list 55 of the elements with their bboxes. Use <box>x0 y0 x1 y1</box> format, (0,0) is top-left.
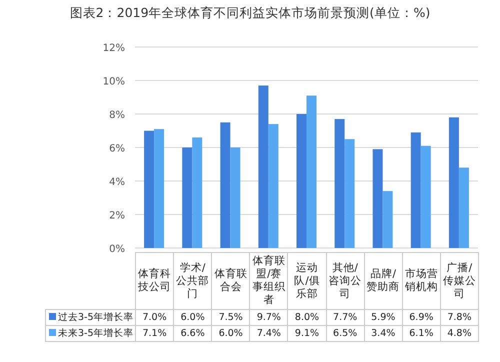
legend-label: 未来3-5年增长率 <box>46 326 136 342</box>
y-tick-label: 2% <box>109 210 125 222</box>
x-tick-label: 市场营销机构 <box>402 252 440 310</box>
bar <box>410 132 421 248</box>
data-label: 7.8% <box>440 310 478 326</box>
data-label: 9.1% <box>288 326 326 342</box>
chart-title: 图表2：2019年全球体育不同利益实体市场前景预测(单位：%) <box>68 5 432 22</box>
bar <box>420 146 431 248</box>
data-label: 6.9% <box>402 310 440 326</box>
data-label: 6.0% <box>212 326 250 342</box>
data-label: 6.0% <box>174 310 212 326</box>
x-tick-label: 品牌/赞助商 <box>364 252 402 310</box>
bar <box>458 168 469 248</box>
x-tick-label: 体育科技公司 <box>136 252 174 310</box>
bar <box>154 129 164 248</box>
bar <box>344 139 355 248</box>
data-label: 7.7% <box>326 310 364 326</box>
data-label: 6.6% <box>174 326 212 342</box>
bar <box>334 119 345 248</box>
x-tick-label: 学术/公共部门 <box>174 252 212 310</box>
data-label: 8.0% <box>288 310 326 326</box>
bar <box>372 149 383 248</box>
data-label: 9.7% <box>250 310 288 326</box>
data-label: 6.5% <box>326 326 364 342</box>
x-tick-label: 运动队/俱乐部 <box>288 252 326 310</box>
y-tick-label: 8% <box>109 110 125 121</box>
y-tick-label: 6% <box>109 144 125 154</box>
data-label: 7.4% <box>250 326 288 342</box>
bar <box>448 117 459 248</box>
bar <box>268 124 278 248</box>
data-label: 5.9% <box>364 310 402 326</box>
data-label: 4.8% <box>440 326 478 342</box>
bar <box>230 148 240 248</box>
data-label: 6.1% <box>402 326 440 342</box>
data-label: 7.5% <box>212 310 250 326</box>
y-tick-label: 10% <box>102 76 125 88</box>
bar <box>382 191 393 248</box>
x-tick-label: 其他/咨询公司 <box>326 252 364 310</box>
y-tick-label: 12% <box>102 43 125 54</box>
bar <box>306 96 316 248</box>
bar <box>220 122 230 248</box>
data-label: 7.0% <box>136 310 174 326</box>
bar <box>192 137 202 248</box>
data-label: 3.4% <box>364 326 402 342</box>
bar <box>258 86 268 248</box>
y-tick-label: 4% <box>109 177 125 188</box>
x-tick-label: 体育联合会 <box>212 252 250 310</box>
bar <box>296 114 306 248</box>
data-label: 7.1% <box>136 326 174 342</box>
y-tick-label: 0% <box>109 244 125 255</box>
bar <box>182 148 192 248</box>
x-tick-label: 体育联盟/赛事组织者 <box>250 252 288 310</box>
legend-label: 过去3-5年增长率 <box>46 310 136 326</box>
bar <box>144 130 154 248</box>
x-tick-label: 广播/传媒公司 <box>440 252 478 310</box>
